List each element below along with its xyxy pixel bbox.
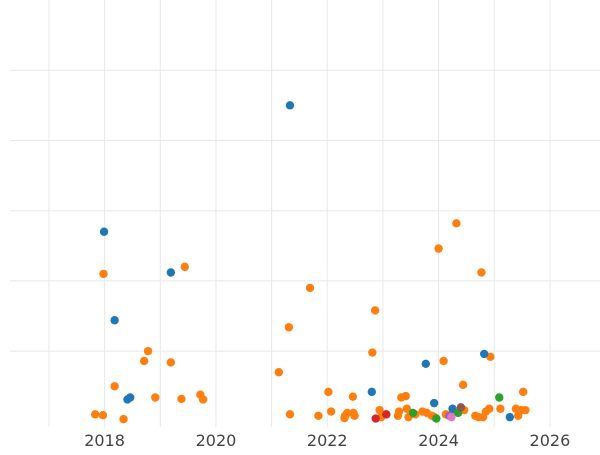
scatter-point [439,356,448,366]
scatter-point [394,407,404,416]
scatter-point [285,410,295,419]
scatter-point [143,346,153,356]
scatter-point [434,244,443,253]
scatter-point [314,411,323,420]
x-tick-label: 2022 [307,431,348,450]
scatter-point [151,393,160,402]
scatter-point [432,414,441,423]
scatter-point [305,283,315,293]
scatter-point [477,268,486,277]
scatter-point [401,391,410,401]
scatter-point [350,411,359,420]
scatter-point [98,411,108,420]
scatter-point [166,268,176,277]
scatter-point [370,306,380,315]
scatter-point [447,412,456,422]
x-tick-label: 2026 [530,431,571,450]
scatter-point [421,359,430,368]
scatter-point [343,408,352,418]
scatter-point [505,412,515,422]
scatter-point [452,219,461,228]
scatter-point [119,414,128,424]
scatter-point [177,394,186,404]
scatter-point [367,387,376,397]
scatter-point [382,410,391,419]
scatter-point [458,380,468,390]
scatter-point [375,405,384,415]
scatter-point [368,348,377,357]
scatter-point [166,358,176,367]
scatter-point [348,392,358,401]
scatter-point [110,382,119,391]
scatter-point [324,387,333,397]
scatter-point [408,408,418,418]
x-tick-label: 2024 [418,431,459,450]
scatter-point [480,349,489,359]
scatter-point [198,395,208,404]
scatter-point [518,387,528,397]
data-points [90,101,530,424]
scatter-point [471,411,480,420]
scatter-point [110,316,119,325]
scatter-point [99,269,108,279]
scatter-point [521,405,530,415]
scatter-point [456,403,466,412]
scatter-point [284,323,294,332]
scatter-point [139,356,149,366]
x-axis-ticks: 2018 2020 2022 2024 2026 [84,431,570,450]
scatter-point [429,398,439,408]
scatter-point [285,101,295,110]
scatter-point [90,410,100,419]
scatter-point [274,368,284,377]
scatter-point [371,414,380,423]
scatter-point [495,393,504,402]
scatter-point [99,227,109,236]
scatter-point [496,404,505,413]
scatter-point [326,407,336,416]
scatter-point [180,262,189,272]
x-tick-label: 2020 [196,431,237,450]
scatter-point [126,393,135,402]
x-tick-label: 2018 [84,431,125,450]
scatter-point [485,404,494,413]
grid-layer [10,0,600,427]
